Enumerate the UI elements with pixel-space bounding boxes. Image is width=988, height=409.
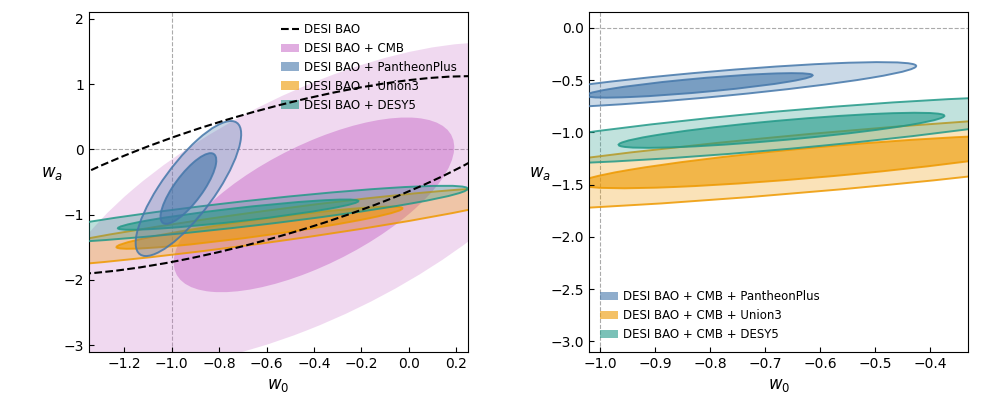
Ellipse shape <box>117 207 402 249</box>
Ellipse shape <box>586 73 813 98</box>
Y-axis label: $w_a$: $w_a$ <box>529 164 550 182</box>
Ellipse shape <box>118 200 359 230</box>
Legend: DESI BAO + CMB + PantheonPlus, DESI BAO + CMB + Union3, DESI BAO + CMB + DESY5: DESI BAO + CMB + PantheonPlus, DESI BAO … <box>595 285 825 346</box>
Legend: DESI BAO, DESI BAO + CMB, DESI BAO + PantheonPlus, DESI BAO + Union3, DESI BAO +: DESI BAO, DESI BAO + CMB, DESI BAO + Pan… <box>276 18 462 116</box>
Ellipse shape <box>618 113 945 148</box>
Ellipse shape <box>482 62 916 109</box>
Ellipse shape <box>135 121 241 256</box>
X-axis label: $w_0$: $w_0$ <box>768 376 789 394</box>
X-axis label: $w_0$: $w_0$ <box>268 376 289 394</box>
Ellipse shape <box>0 187 535 268</box>
Y-axis label: $w_a$: $w_a$ <box>41 164 63 182</box>
Ellipse shape <box>174 117 454 292</box>
Ellipse shape <box>357 111 988 212</box>
Ellipse shape <box>465 96 988 164</box>
Ellipse shape <box>51 43 576 367</box>
Ellipse shape <box>579 135 988 188</box>
Ellipse shape <box>160 153 216 224</box>
Ellipse shape <box>9 186 467 243</box>
